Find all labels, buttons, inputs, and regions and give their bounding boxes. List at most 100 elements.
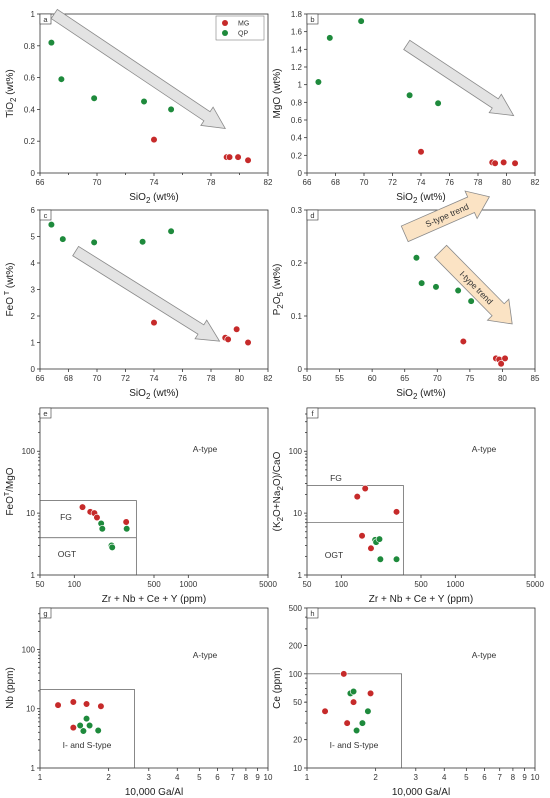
panel-c: c 66 68 70 72 74 76 78 80 82 0 1 2 3 4 5 6 SiO2 (wt%) FeO … — [4, 206, 273, 401]
y-tick-label: 0 — [298, 169, 303, 178]
data-point-qp — [94, 726, 102, 735]
panel-label: g — [43, 609, 47, 618]
data-point-mg — [459, 337, 467, 346]
x-tick-label: 500 — [147, 580, 161, 589]
data-point-qp — [98, 525, 106, 533]
y-tick-label: 50 — [293, 698, 302, 707]
x-tick-label: 2 — [106, 773, 111, 782]
y-tick-label: 100 — [22, 447, 36, 456]
x-tick-label: 85 — [531, 374, 540, 383]
panel-g: g 1 2 3 4 5 6 7 8 9 10 1 10 100 10,000 Ga/Al Nb (ppm) A-… — [5, 607, 273, 798]
x-tick-label: 7 — [230, 773, 235, 782]
y-tick-label: 100 — [289, 447, 303, 456]
x-tick-label: 65 — [400, 374, 409, 383]
y-tick-label: 1 — [31, 10, 36, 19]
data-point-mg — [321, 707, 329, 715]
x-tick-label: 50 — [36, 580, 45, 589]
data-point-mg — [224, 335, 232, 343]
field-label: A-type — [193, 650, 218, 660]
y-tick-label: 0.8 — [24, 42, 36, 51]
x-tick-label: 8 — [511, 773, 516, 782]
x-tick-label: 74 — [150, 374, 159, 383]
data-point-qp — [167, 227, 175, 235]
x-tick-label: 1 — [305, 773, 310, 782]
y-tick-label: 2 — [31, 312, 36, 321]
y-tick-label: 0.6 — [24, 74, 36, 83]
x-tick-label: 10 — [264, 773, 273, 782]
x-tick-label: 500 — [414, 580, 428, 589]
panel-e: e 50 100 500 1000 5000 1 10 100 Zr + Nb + Ce + Y … — [4, 407, 277, 605]
x-tick-label: 1000 — [179, 580, 197, 589]
data-point-qp — [85, 721, 94, 730]
x-tick-label: 2 — [373, 773, 378, 782]
x-tick-label: 68 — [64, 374, 73, 383]
x-tick-label: 8 — [244, 773, 249, 782]
data-point-mg — [511, 159, 519, 167]
data-point-qp — [467, 297, 475, 305]
plot-frame — [306, 209, 536, 370]
y-tick-label: 0.2 — [291, 151, 303, 160]
x-tick-label: 78 — [207, 374, 216, 383]
panel-b: b 66 68 70 72 74 76 78 80 82 0 0.2 0.4 0.6 0.8 1 1.2 1.4 1… — [272, 10, 540, 205]
data-point-mg — [340, 670, 348, 678]
x-tick-label: 9 — [522, 773, 527, 782]
field-label: FG — [330, 473, 342, 483]
x-tick-label: 100 — [335, 580, 349, 589]
data-point-qp — [376, 555, 384, 563]
x-tick-label: 10 — [531, 773, 540, 782]
x-axis-label: SiO2 (wt%) — [396, 388, 445, 401]
x-tick-label: 1 — [38, 773, 43, 782]
data-point-mg — [82, 700, 91, 708]
y-axis-label: Ce (ppm) — [272, 667, 283, 709]
data-point-mg — [392, 508, 401, 516]
data-point-qp — [47, 220, 56, 229]
data-point-mg — [366, 689, 375, 697]
y-axis-label: MgO (wt%) — [272, 69, 283, 119]
x-tick-label: 78 — [474, 178, 483, 187]
y-tick-label: 6 — [31, 206, 36, 215]
y-axis-label: (K2O+Na2O)/CaO — [272, 451, 285, 531]
data-point-qp — [357, 17, 365, 25]
y-tick-label: 10 — [26, 509, 35, 518]
y-tick-label: 200 — [289, 641, 303, 650]
y-tick-label: 1.6 — [291, 28, 303, 37]
data-point-qp — [432, 283, 440, 291]
data-point-qp — [314, 78, 323, 86]
legend-box — [215, 15, 265, 41]
field-label: I- and S-type — [330, 740, 379, 750]
data-point-mg — [150, 136, 158, 144]
x-tick-label: 74 — [417, 178, 426, 187]
data-point-mg — [69, 724, 77, 732]
x-tick-label: 82 — [531, 178, 540, 187]
field-boundary — [306, 673, 402, 769]
x-tick-label: 3 — [147, 773, 152, 782]
field-label: OGT — [325, 550, 343, 560]
x-tick-label: 82 — [264, 178, 273, 187]
plot-frame — [39, 209, 269, 370]
panel-label-box — [39, 407, 52, 419]
x-tick-label: 100 — [68, 580, 82, 589]
x-tick-label: 82 — [264, 374, 273, 383]
data-point-qp — [139, 238, 147, 246]
data-point-qp — [434, 99, 442, 107]
x-tick-label: 70 — [93, 374, 102, 383]
data-point-qp — [375, 535, 384, 543]
data-point-qp — [352, 726, 361, 735]
data-point-qp — [412, 254, 421, 262]
y-axis-label: TiO2 (wt%) — [5, 69, 18, 118]
data-point-qp — [123, 525, 131, 533]
x-tick-label: 60 — [368, 374, 377, 383]
y-axis-label: FeOT/MgO — [4, 467, 16, 515]
panel-a: a 66 70 74 78 82 0 0.2 0.4 0.6 0.8 1 SiO2 (wt%) TiO2 … — [5, 8, 273, 205]
y-tick-label: 1.8 — [291, 10, 303, 19]
x-tick-label: 68 — [331, 178, 340, 187]
field-label: A-type — [472, 650, 497, 660]
field-boundary — [39, 689, 135, 769]
x-tick-label: 3 — [414, 773, 419, 782]
y-tick-label: 0.4 — [291, 134, 303, 143]
y-tick-label: 1 — [298, 571, 303, 580]
data-point-mg — [358, 532, 366, 540]
x-tick-label: 74 — [150, 178, 159, 187]
x-tick-label: 76 — [445, 178, 454, 187]
panel-label: b — [310, 15, 314, 24]
